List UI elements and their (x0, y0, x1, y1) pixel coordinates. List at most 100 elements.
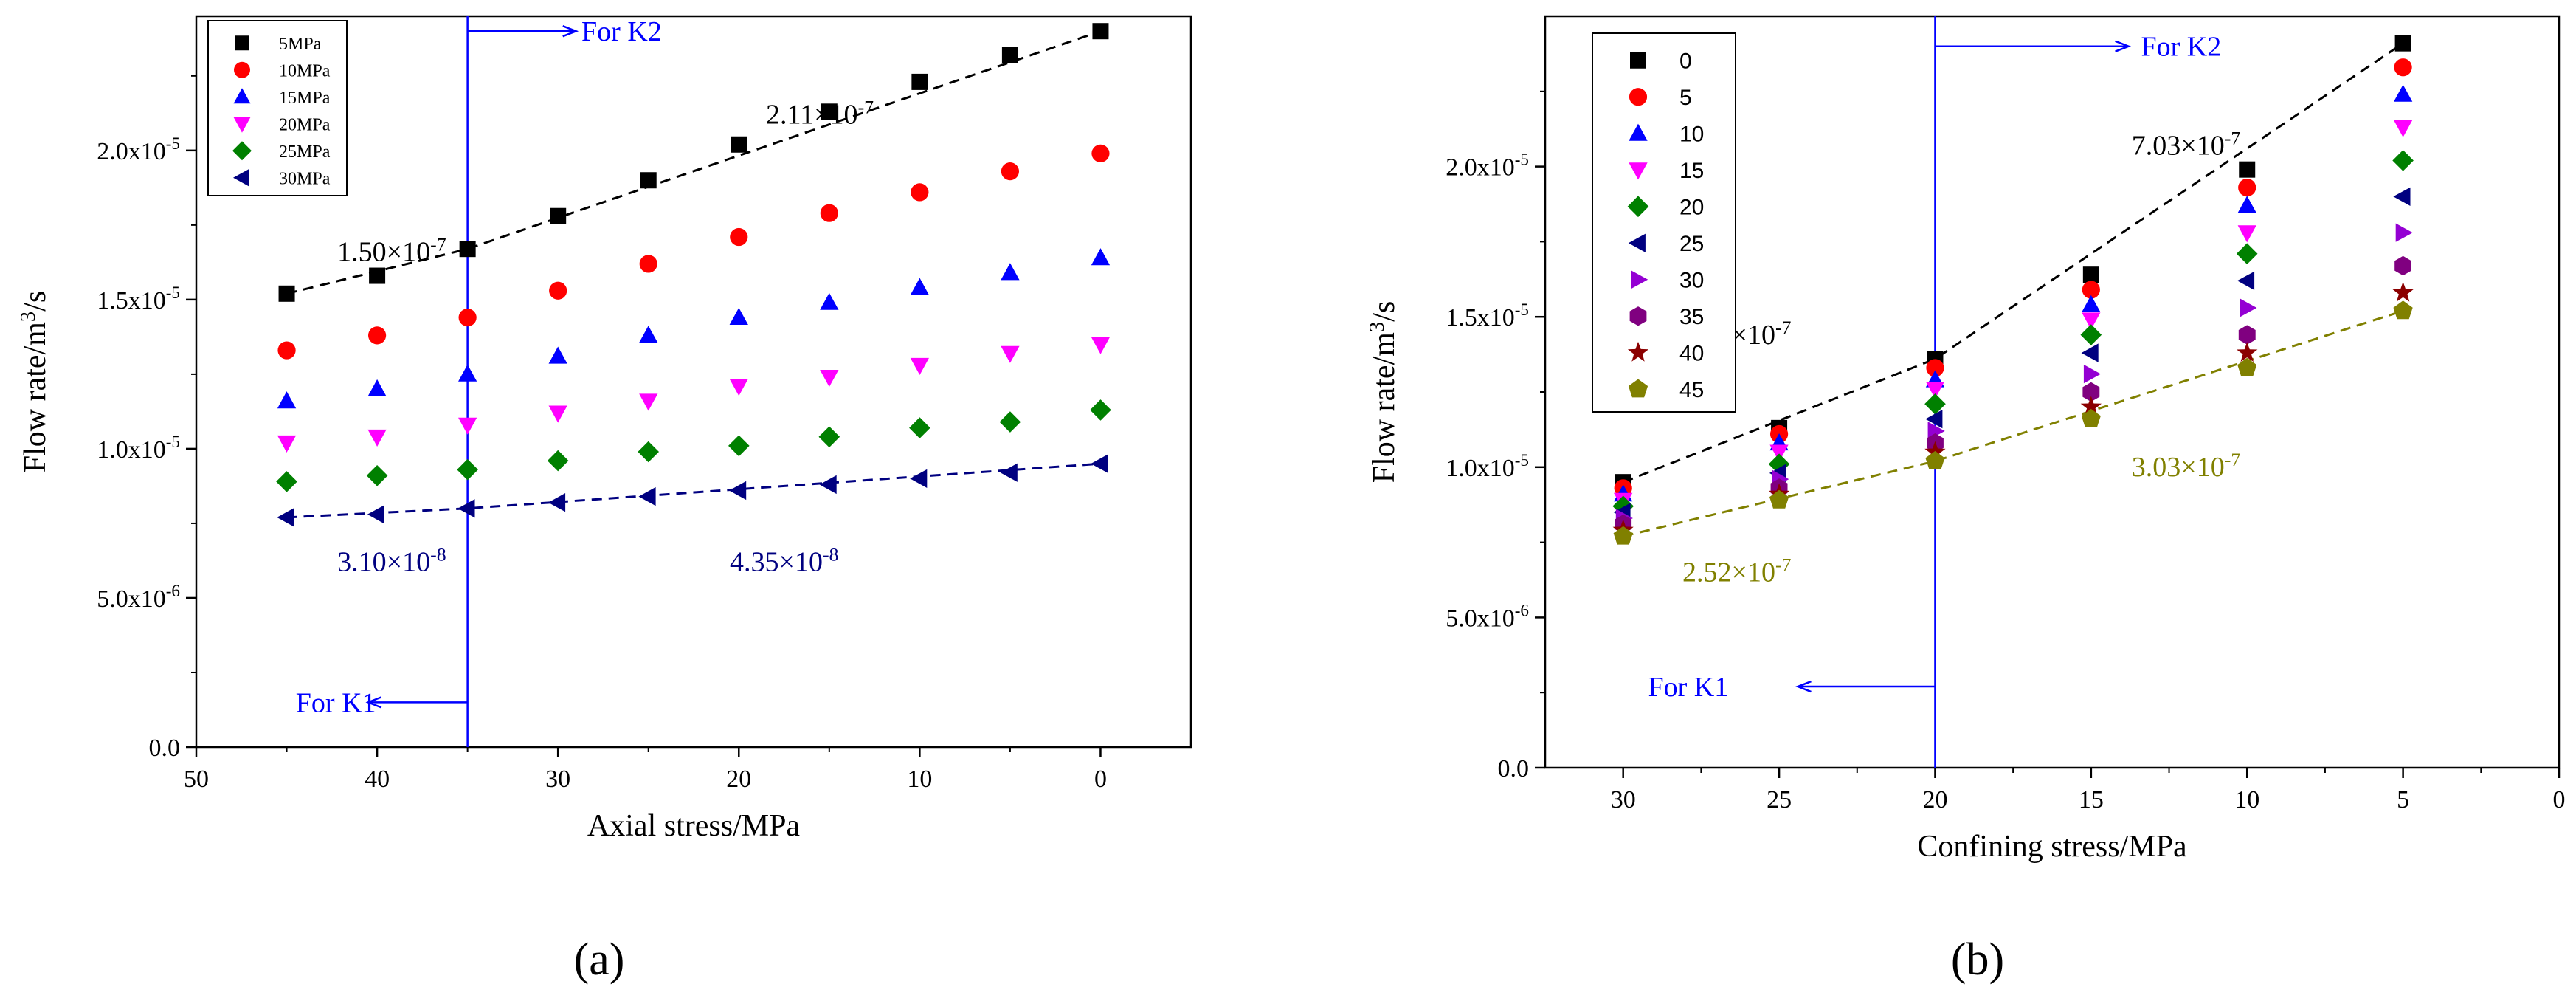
legend-marker-b (1631, 270, 1648, 289)
data-point-a (1000, 463, 1018, 482)
data-point-a (277, 508, 294, 527)
data-point-a (367, 326, 387, 345)
data-point-b (2394, 120, 2413, 137)
data-point-b (1769, 444, 1789, 462)
legend-marker-b (1630, 52, 1646, 69)
slope-annotation-a: 4.35×10-8 (730, 544, 838, 578)
data-point-b (2081, 408, 2101, 427)
arrow-label-b: For K2 (2141, 32, 2221, 63)
data-point-a (276, 471, 297, 492)
fit-line-a (286, 30, 1101, 295)
y-tick-label-a: 0.0 (149, 735, 181, 762)
legend-marker-b (1629, 162, 1648, 180)
slope-annotation-b: 7.03×10-7 (2132, 127, 2241, 161)
y-tick-label-b: 0.0 (1498, 755, 1530, 782)
data-point-a (999, 411, 1021, 433)
data-point-b (2082, 382, 2100, 402)
data-point-a (458, 309, 477, 327)
legend-marker-a (234, 61, 250, 78)
y-tick-label-b: 1.5x10-5 (1446, 300, 1529, 331)
data-point-a (277, 341, 296, 360)
legend-label-b: 40 (1679, 342, 1704, 366)
arrow-head-b (1795, 680, 1812, 693)
data-point-a (1091, 144, 1110, 162)
panel-label-b: (b) (1951, 935, 2004, 985)
data-point-b (2237, 225, 2256, 243)
data-point-a (820, 204, 838, 222)
data-point-b (2082, 281, 2100, 299)
data-point-a (277, 435, 297, 453)
legend-label-b: 20 (1679, 196, 1704, 220)
legend-label-b: 15 (1679, 159, 1704, 183)
data-point-a (367, 505, 384, 524)
data-point-a (729, 307, 748, 325)
x-tick-label-b: 30 (1611, 786, 1636, 813)
legend-label-a: 30MPa (279, 169, 331, 188)
legend-marker-b (1629, 123, 1648, 141)
data-point-b (1613, 526, 1633, 545)
fit-line-a (286, 462, 1101, 519)
data-point-b (2237, 342, 2258, 362)
y-tick-label-a: 5.0x10-6 (97, 582, 180, 613)
x-tick-label-a: 0 (1094, 766, 1107, 793)
data-point-b (1769, 489, 1789, 509)
x-tick-label-b: 0 (2553, 786, 2566, 813)
data-point-a (820, 370, 839, 388)
x-tick-label-b: 20 (1922, 786, 1947, 813)
y-tick-label-a: 2.0x10-5 (97, 134, 180, 165)
legend-marker-b (1628, 379, 1648, 398)
legend-label-b: 25 (1679, 232, 1704, 256)
data-point-a (729, 379, 748, 396)
arrow-label-a: For K2 (581, 16, 662, 47)
data-point-a (277, 391, 297, 409)
data-point-b (1924, 393, 1946, 415)
data-point-b (2238, 179, 2256, 197)
legend-marker-b (1629, 88, 1648, 106)
legend-marker-a (235, 35, 249, 51)
data-point-a (819, 475, 837, 495)
data-point-b (2239, 161, 2256, 178)
legend-marker-a (232, 141, 252, 161)
legend-label-b: 5 (1679, 86, 1692, 110)
data-point-a (1001, 162, 1020, 181)
data-point-a (818, 426, 840, 448)
data-point-a (550, 207, 567, 224)
data-point-b (1925, 450, 1945, 469)
data-point-a (729, 481, 747, 500)
legend-label-b: 0 (1679, 49, 1692, 74)
data-point-b (2240, 298, 2257, 317)
legend-box-a (207, 20, 348, 196)
data-point-a (366, 465, 388, 486)
data-point-a (639, 393, 658, 411)
x-tick-label-a: 30 (545, 766, 570, 793)
data-point-a (638, 486, 656, 506)
data-point-a (548, 346, 567, 364)
panel-b-chart: 30 25 20 15 10 5 0 0.0 5.0x10-6 1.0x10-5 1.5x10-5 2… (1366, 15, 2566, 864)
arrow-label-a: For K1 (296, 687, 376, 718)
legend-marker-b (1628, 233, 1646, 252)
y-tick-label-b: 2.0x10-5 (1446, 151, 1529, 182)
slope-annotation-b: 3.03×10-7 (2132, 449, 2241, 483)
data-point-b (2392, 281, 2414, 302)
panel-a-chart: 50 40 30 20 10 0 0.0 5.0x10-6 1.0x10-5 1.5x10-5 2.… (17, 15, 1192, 843)
legend-label-a: 25MPa (279, 142, 331, 162)
arrow-head-a (562, 25, 579, 38)
data-point-a (1091, 337, 1111, 354)
data-point-a (1091, 248, 1111, 266)
data-point-a (731, 136, 747, 153)
data-point-b (2082, 295, 2101, 312)
x-tick-label-a: 50 (184, 766, 209, 793)
data-point-a (1090, 399, 1111, 421)
legend-label-b: 10 (1679, 123, 1704, 147)
data-point-b (2236, 243, 2258, 264)
data-point-a (457, 458, 478, 481)
data-point-b (1925, 410, 1943, 429)
data-point-a (638, 441, 659, 463)
data-point-a (820, 292, 839, 310)
data-point-b (2083, 364, 2101, 384)
legend-marker-b (1627, 341, 1649, 362)
data-point-b (2394, 58, 2412, 77)
data-point-b (2237, 271, 2255, 290)
data-point-a (910, 469, 928, 488)
